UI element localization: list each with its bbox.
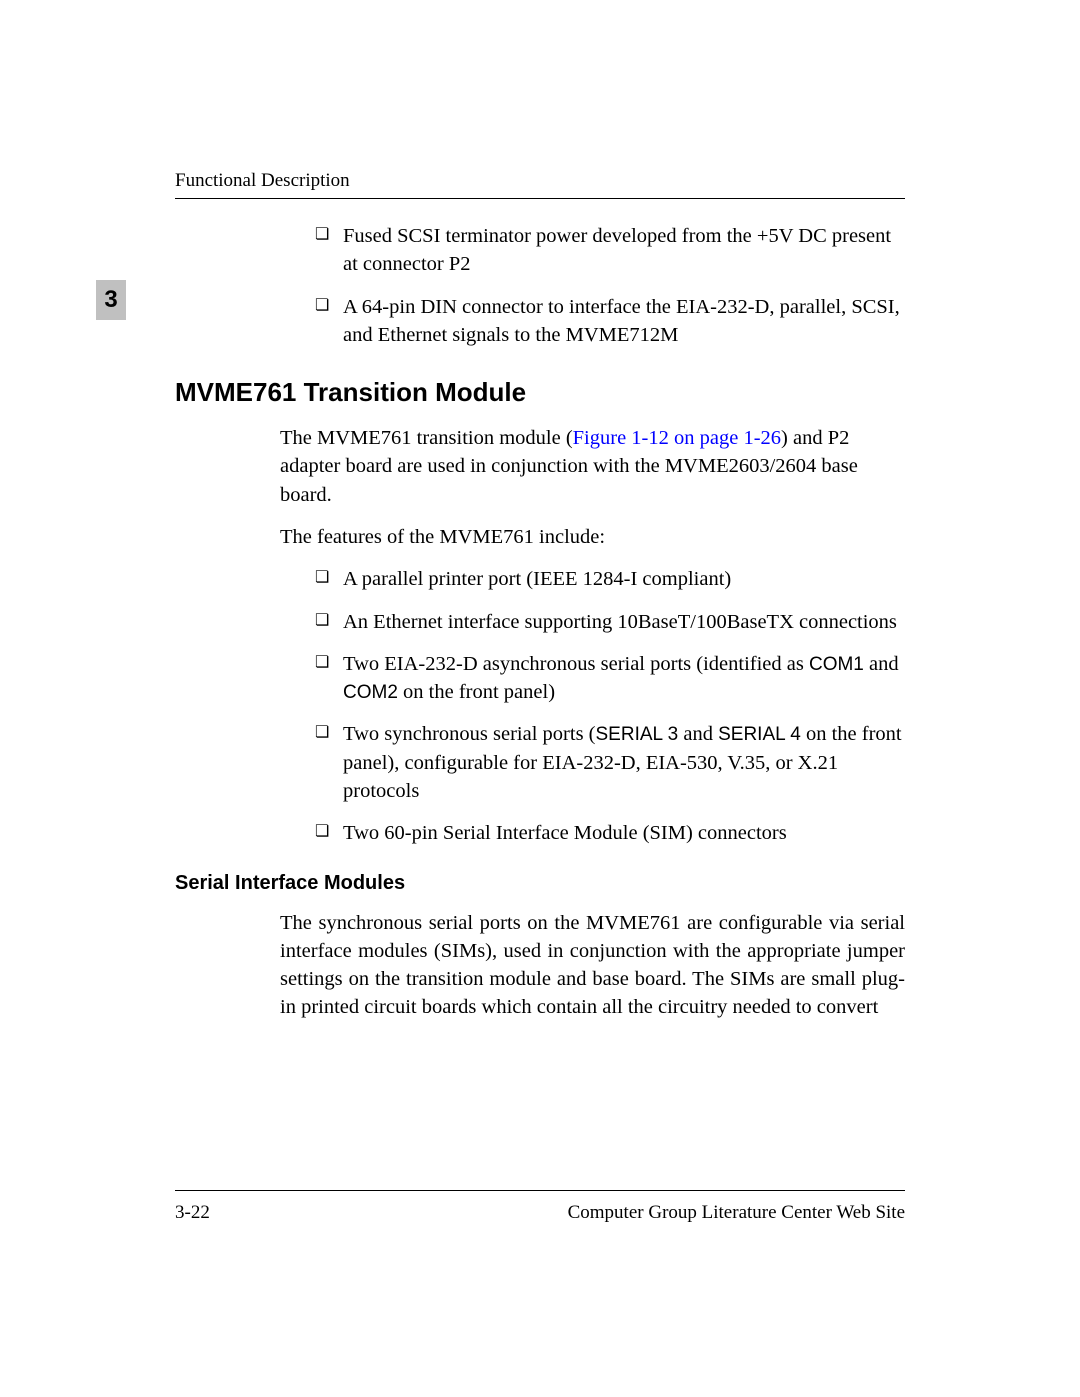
text-run: on the front panel) [398,681,555,703]
content-area: Fused SCSI terminator power developed fr… [175,222,905,1036]
chapter-tab: 3 [96,280,126,320]
header-rule [175,198,905,199]
body-paragraph: The synchronous serial ports on the MVME… [280,909,905,1022]
text-run: Two synchronous serial ports ( [343,723,596,745]
text-run: and [678,723,718,745]
code-text: COM1 [809,654,864,675]
figure-xref-link[interactable]: Figure 1-12 on page 1-26 [573,427,781,449]
text-run: The MVME761 transition module ( [280,427,573,449]
running-header: Functional Description [175,170,350,192]
list-item: An Ethernet interface supporting 10BaseT… [315,608,905,636]
body-paragraph: The MVME761 transition module (Figure 1-… [280,424,905,509]
code-text: COM2 [343,682,398,703]
footer-rule [175,1190,905,1191]
code-text: SERIAL 4 [718,724,801,745]
body-paragraph: The features of the MVME761 include: [280,523,905,551]
footer-text: Computer Group Literature Center Web Sit… [568,1202,905,1224]
section-heading: MVME761 Transition Module [175,377,905,408]
code-text: SERIAL 3 [596,724,679,745]
list-item: A parallel printer port (IEEE 1284-I com… [315,565,905,593]
page-number: 3-22 [175,1202,210,1224]
list-item: Two EIA-232-D asynchronous serial ports … [315,650,905,707]
text-run: Two EIA-232-D asynchronous serial ports … [343,653,809,675]
list-item: Two 60-pin Serial Interface Module (SIM)… [315,819,905,847]
list-item: Fused SCSI terminator power developed fr… [315,222,905,279]
subsection-heading: Serial Interface Modules [175,872,905,895]
list-item: Two synchronous serial ports (SERIAL 3 a… [315,720,905,805]
page: Functional Description 3 Fused SCSI term… [0,0,1080,1397]
top-bullet-list: Fused SCSI terminator power developed fr… [315,222,905,349]
list-item: A 64-pin DIN connector to interface the … [315,293,905,350]
text-run: and [864,653,899,675]
features-bullet-list: A parallel printer port (IEEE 1284-I com… [315,565,905,847]
